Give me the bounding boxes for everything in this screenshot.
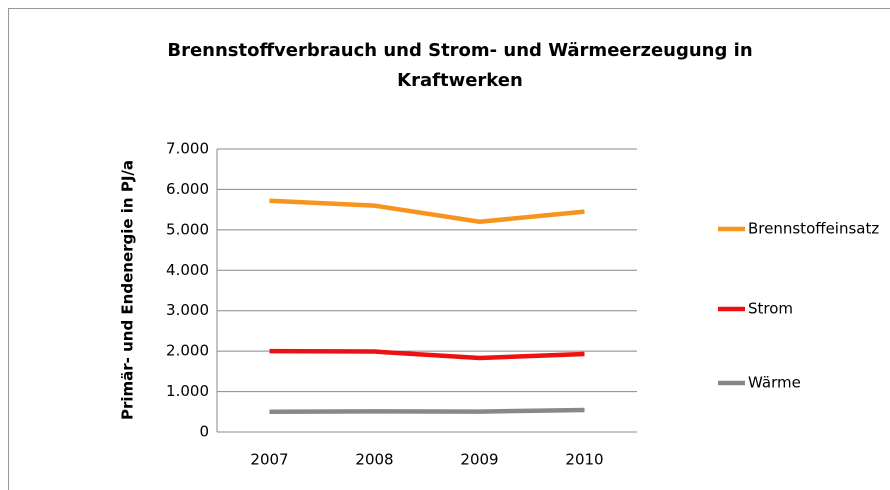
y-tick-label: 0: [199, 423, 209, 441]
y-tick-label: 7.000: [166, 140, 209, 158]
x-tick-label: 2009: [460, 451, 498, 469]
x-tick-label: 2008: [355, 451, 393, 469]
y-axis-label: Primär- und Endenergie in PJ/a: [119, 160, 137, 420]
y-tick-label: 6.000: [166, 180, 209, 198]
chart-frame: [8, 8, 890, 490]
legend-label: Strom: [748, 300, 793, 318]
series-line: [269, 198, 585, 225]
series-line: [269, 348, 585, 361]
chart-title: Brennstoffverbrauch und Strom- und Wärme…: [167, 40, 753, 91]
x-tick-label: 2007: [250, 451, 288, 469]
y-tick-label: 2.000: [166, 342, 209, 360]
y-tick-label: 4.000: [166, 261, 209, 279]
series-line: [269, 407, 585, 415]
y-tick-label: 5.000: [166, 220, 209, 238]
legend-label: Brennstoffeinsatz: [748, 220, 879, 238]
y-tick-label: 1.000: [166, 382, 209, 400]
y-tick-label: 3.000: [166, 301, 209, 319]
x-tick-label: 2010: [565, 451, 603, 469]
legend-label: Wärme: [748, 374, 801, 392]
